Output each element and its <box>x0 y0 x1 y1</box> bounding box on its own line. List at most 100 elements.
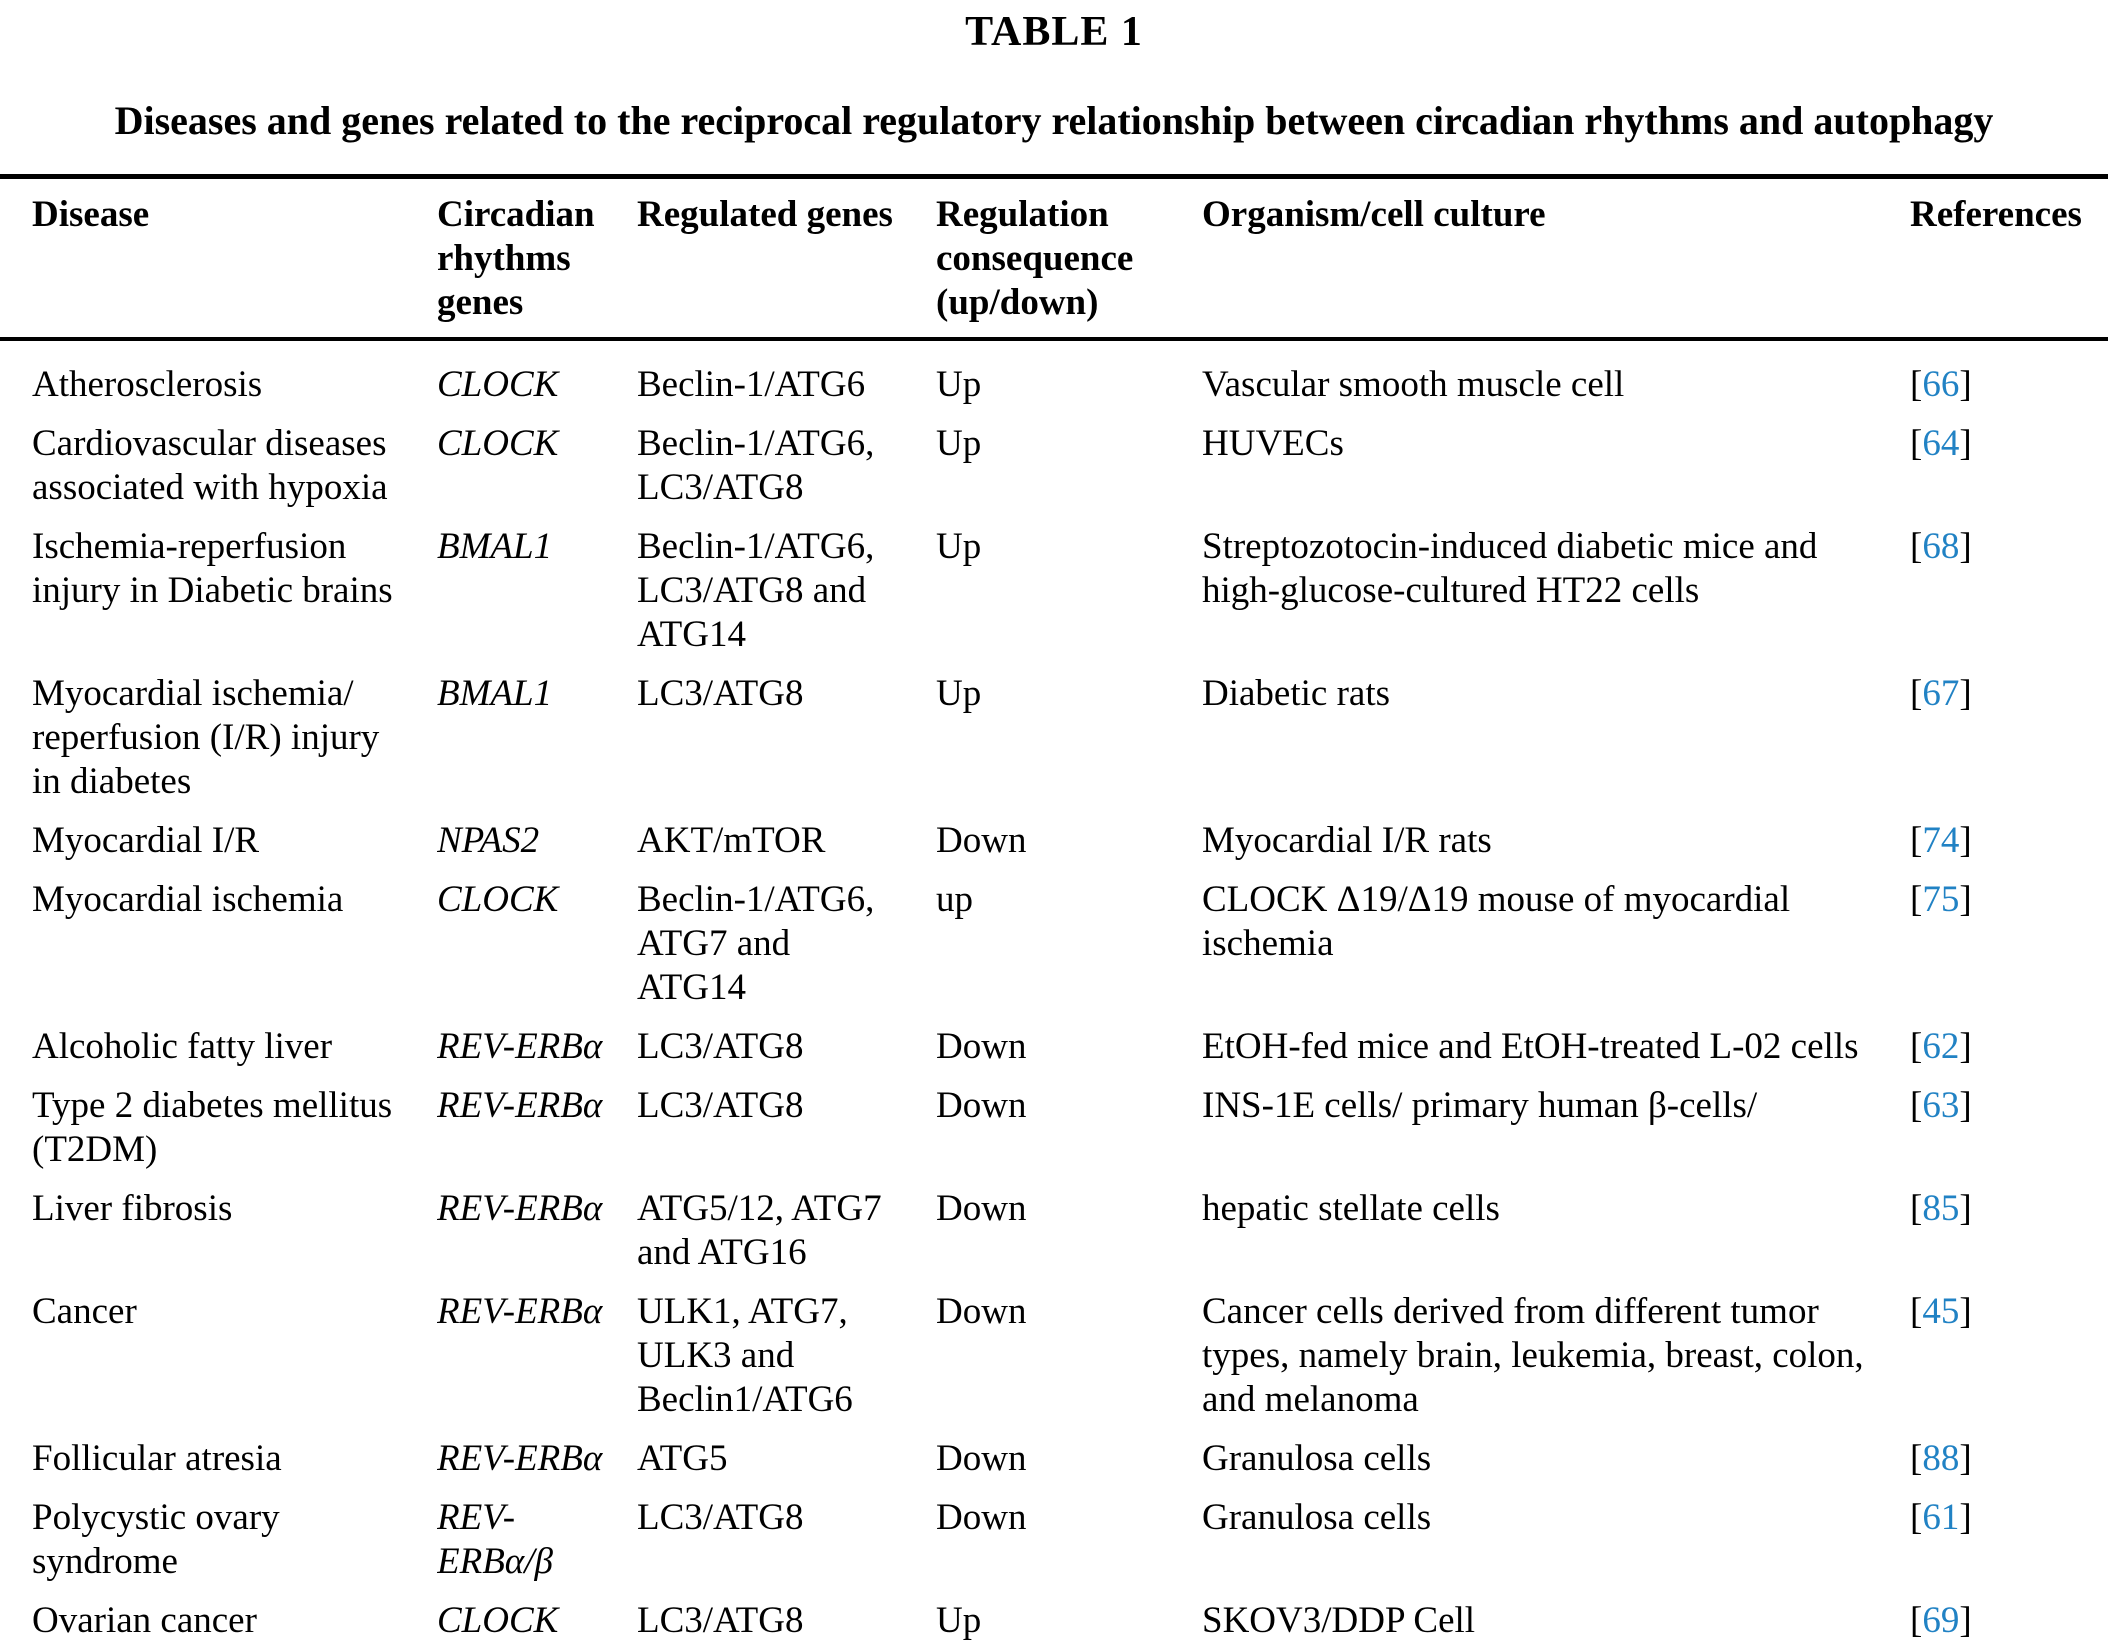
reference-link[interactable]: 68 <box>1922 526 1960 567</box>
cell-organism: Diabetic rats <box>1202 673 1390 714</box>
cell-organism: EtOH-fed mice and EtOH-treated L-02 cell… <box>1202 1026 1859 1067</box>
cell-regulation: Down <box>936 1291 1027 1332</box>
table-row: Follicular atresia REV-ERBα ATG5 Down Gr… <box>0 1422 2108 1481</box>
table-row: Type 2 diabetes mellitus (T2DM) REV-ERBα… <box>0 1069 2108 1172</box>
reference-link[interactable]: 74 <box>1922 820 1960 861</box>
cell-regulation: Down <box>936 1497 1027 1538</box>
cell-regulation: Up <box>936 673 982 714</box>
bracket-close: ] <box>1959 673 1972 714</box>
cell-organism: Streptozotocin-induced diabetic mice and… <box>1202 526 1818 611</box>
cell-reference: [74] <box>1910 804 2108 863</box>
cell-disease: Alcoholic fatty liver <box>32 1026 333 1067</box>
bracket-open: [ <box>1910 526 1923 567</box>
bracket-open: [ <box>1910 1497 1923 1538</box>
cell-reference: [64] <box>1910 407 2108 510</box>
bracket-close: ] <box>1959 879 1972 920</box>
cell-disease: Liver fibrosis <box>32 1188 233 1229</box>
cell-organism: HUVECs <box>1202 423 1344 464</box>
bracket-open: [ <box>1910 1188 1923 1229</box>
table-row: Myocardial ischemia/ reperfusion (I/R) i… <box>0 657 2108 804</box>
cell-regulation: Up <box>936 423 982 464</box>
cell-disease: Myocardial ischemia/ reperfusion (I/R) i… <box>32 673 380 802</box>
cell-reference: [67] <box>1910 657 2108 804</box>
cell-reference: [66] <box>1910 339 2108 407</box>
reference-link[interactable]: 61 <box>1922 1497 1960 1538</box>
table-caption: Diseases and genes related to the recipr… <box>114 98 1994 143</box>
cell-reference: [62] <box>1910 1010 2108 1069</box>
cell-circadian-gene: BMAL1 <box>437 526 553 567</box>
cell-regulated-genes: Beclin-1/ATG6, LC3/ATG8 and ATG14 <box>637 526 875 655</box>
bracket-close: ] <box>1959 820 1972 861</box>
cell-circadian-gene: REV-ERBα <box>437 1188 603 1229</box>
bracket-open: [ <box>1910 879 1923 920</box>
bracket-close: ] <box>1959 364 1972 405</box>
cell-organism: Granulosa cells <box>1202 1497 1432 1538</box>
cell-circadian-gene: REV- ERBα/β <box>437 1497 553 1582</box>
bracket-close: ] <box>1959 1497 1972 1538</box>
col-header-organism-cell-culture: Organism/cell culture <box>1202 176 1910 341</box>
header-row: Disease Circadian rhythms genes Regulate… <box>0 176 2108 341</box>
cell-organism: Myocardial I/R rats <box>1202 820 1492 861</box>
table-body: Atherosclerosis CLOCK Beclin-1/ATG6 Up V… <box>0 339 2108 1652</box>
reference-link[interactable]: 66 <box>1922 364 1960 405</box>
cell-regulated-genes: LC3/ATG8 <box>637 1026 804 1067</box>
table-row: Liver fibrosis REV-ERBα ATG5/12, ATG7 an… <box>0 1172 2108 1275</box>
bracket-open: [ <box>1910 364 1923 405</box>
cell-circadian-gene: CLOCK <box>437 364 559 405</box>
reference-link[interactable]: 64 <box>1922 423 1960 464</box>
bracket-open: [ <box>1910 1438 1923 1479</box>
reference-link[interactable]: 63 <box>1922 1085 1960 1126</box>
table-row: Ovarian cancer CLOCK LC3/ATG8 Up SKOV3/D… <box>0 1584 2108 1652</box>
cell-disease: Follicular atresia <box>32 1438 282 1479</box>
cell-regulation: Down <box>936 1188 1027 1229</box>
cell-regulation: Up <box>936 364 982 405</box>
cell-regulation: Down <box>936 1438 1027 1479</box>
cell-disease: Polycystic ovary syndrome <box>32 1497 280 1582</box>
cell-circadian-gene: BMAL1 <box>437 673 553 714</box>
table-row: Atherosclerosis CLOCK Beclin-1/ATG6 Up V… <box>0 339 2108 407</box>
cell-disease: Myocardial I/R <box>32 820 260 861</box>
bracket-close: ] <box>1959 1085 1972 1126</box>
table-row: Myocardial I/R NPAS2 AKT/mTOR Down Myoca… <box>0 804 2108 863</box>
bracket-open: [ <box>1910 1026 1923 1067</box>
cell-regulation: up <box>936 879 973 920</box>
reference-link[interactable]: 67 <box>1922 673 1960 714</box>
cell-regulated-genes: LC3/ATG8 <box>637 1497 804 1538</box>
reference-link[interactable]: 45 <box>1922 1291 1960 1332</box>
cell-reference: [85] <box>1910 1172 2108 1275</box>
cell-regulation: Down <box>936 1026 1027 1067</box>
reference-link[interactable]: 75 <box>1922 879 1960 920</box>
cell-organism: Cancer cells derived from different tumo… <box>1202 1291 1864 1420</box>
table-row: Cancer REV-ERBα ULK1, ATG7, ULK3 and Bec… <box>0 1275 2108 1422</box>
cell-reference: [61] <box>1910 1481 2108 1584</box>
table-row: Cardiovascular diseases associated with … <box>0 407 2108 510</box>
bracket-close: ] <box>1959 1026 1972 1067</box>
reference-link[interactable]: 88 <box>1922 1438 1960 1479</box>
cell-organism: Granulosa cells <box>1202 1438 1432 1479</box>
reference-link[interactable]: 69 <box>1922 1600 1960 1641</box>
bracket-close: ] <box>1959 1291 1972 1332</box>
cell-regulation: Up <box>936 526 982 567</box>
cell-organism: CLOCK Δ19/Δ19 mouse of myocardial ischem… <box>1202 879 1791 964</box>
table-row: Ischemia-reperfusion injury in Diabetic … <box>0 510 2108 657</box>
reference-link[interactable]: 85 <box>1922 1188 1960 1229</box>
cell-circadian-gene: REV-ERBα <box>437 1026 603 1067</box>
cell-circadian-gene: REV-ERBα <box>437 1085 603 1126</box>
cell-circadian-gene: NPAS2 <box>437 820 540 861</box>
cell-regulated-genes: ATG5 <box>637 1438 728 1479</box>
bracket-open: [ <box>1910 820 1923 861</box>
table-row: Polycystic ovary syndrome REV- ERBα/β LC… <box>0 1481 2108 1584</box>
col-header-references: References <box>1910 176 2108 341</box>
cell-reference: [69] <box>1910 1584 2108 1652</box>
cell-regulation: Down <box>936 820 1027 861</box>
cell-circadian-gene: CLOCK <box>437 1600 559 1641</box>
cell-disease: Type 2 diabetes mellitus (T2DM) <box>32 1085 393 1170</box>
cell-regulated-genes: LC3/ATG8 <box>637 1600 804 1641</box>
table-row: Myocardial ischemia CLOCK Beclin-1/ATG6,… <box>0 863 2108 1010</box>
cell-regulated-genes: Beclin-1/ATG6 <box>637 364 866 405</box>
cell-reference: [88] <box>1910 1422 2108 1481</box>
cell-regulation: Down <box>936 1085 1027 1126</box>
cell-circadian-gene: REV-ERBα <box>437 1291 603 1332</box>
reference-link[interactable]: 62 <box>1922 1026 1960 1067</box>
